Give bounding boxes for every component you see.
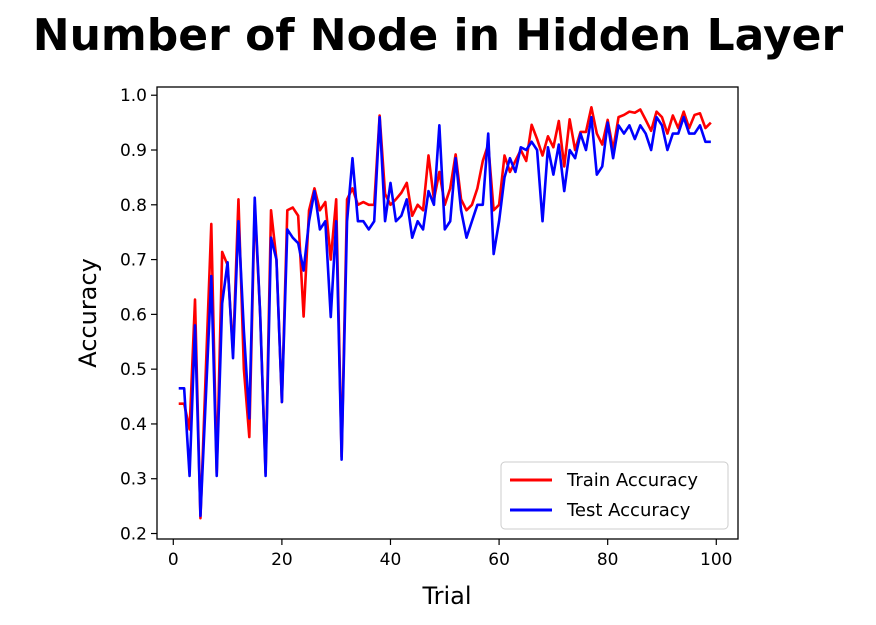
x-tick-label: 100 bbox=[700, 550, 732, 570]
x-tick-label: 40 bbox=[380, 550, 402, 570]
y-tick-label: 0.9 bbox=[120, 141, 147, 161]
legend-box bbox=[500, 461, 729, 530]
x-tick-label: 80 bbox=[597, 550, 619, 570]
y-tick-label: 0.2 bbox=[120, 525, 147, 545]
y-axis-label: Accuracy bbox=[74, 258, 102, 368]
x-axis: 0 20 40 60 80 100 bbox=[168, 539, 733, 570]
chart-title: Number of Node in Hidden Layer bbox=[33, 10, 844, 61]
legend-label-train: Train Accuracy bbox=[566, 470, 698, 491]
y-tick-label: 0.7 bbox=[120, 251, 147, 271]
y-axis: 0.2 0.3 0.4 0.5 0.6 0.7 0.8 0.9 1.0 bbox=[120, 86, 157, 545]
x-tick-label: 20 bbox=[271, 550, 293, 570]
legend: Train Accuracy Test Accuracy bbox=[500, 461, 729, 530]
y-tick-label: 0.3 bbox=[120, 470, 147, 490]
y-tick-label: 0.6 bbox=[120, 305, 147, 325]
x-tick-label: 60 bbox=[488, 550, 510, 570]
series-line-test-accuracy bbox=[178, 115, 711, 518]
legend-label-test: Test Accuracy bbox=[566, 500, 691, 521]
y-tick-label: 0.4 bbox=[120, 415, 147, 435]
y-tick-label: 0.8 bbox=[120, 196, 147, 216]
plot-area bbox=[156, 86, 739, 540]
x-axis-label: Trial bbox=[421, 582, 471, 610]
series-layer bbox=[178, 105, 712, 520]
y-tick-label: 1.0 bbox=[120, 86, 147, 106]
x-tick-label: 0 bbox=[168, 550, 179, 570]
y-tick-label: 0.5 bbox=[120, 360, 147, 380]
